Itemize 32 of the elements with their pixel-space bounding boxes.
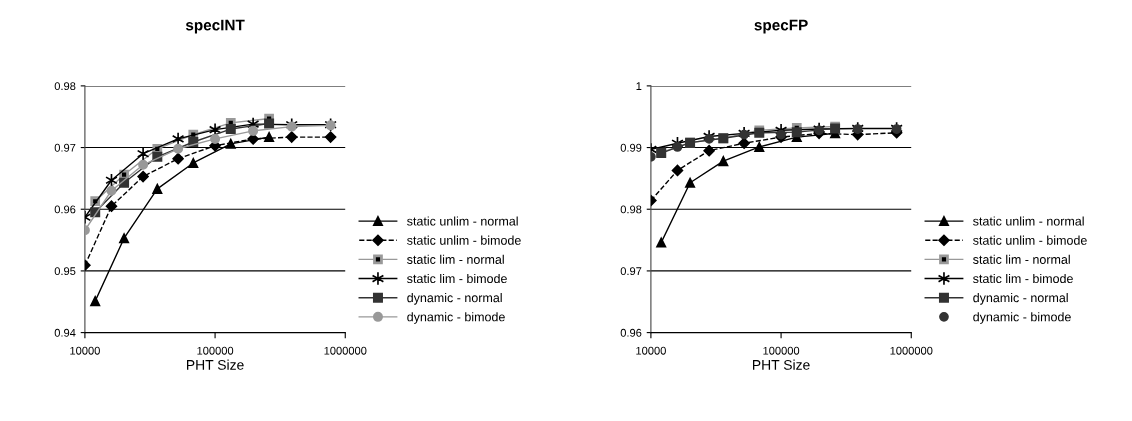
legend-label: dynamic - normal xyxy=(407,293,502,305)
legend-label: static unlim - bimode xyxy=(973,235,1087,245)
legend-label: static lim - normal xyxy=(973,254,1070,264)
y-tick-label: 0.97 xyxy=(54,143,76,152)
x-tick-label: 100000 xyxy=(763,346,800,355)
legend-label: dynamic - bimode xyxy=(973,312,1071,324)
y-tick-label: 0.96 xyxy=(54,205,76,214)
x-tick-label: 1000000 xyxy=(890,346,933,355)
legend-label: static unlim - bimode xyxy=(407,235,521,245)
x-tick-label: 10000 xyxy=(70,346,100,355)
y-tick-label: 1 xyxy=(636,82,642,90)
legend-label: static lim - normal xyxy=(407,254,504,264)
y-tick-label: 0.98 xyxy=(620,205,642,214)
chart-title: specINT xyxy=(185,19,245,34)
y-tick-label: 0.96 xyxy=(620,328,642,337)
x-tick-label: 1000000 xyxy=(324,346,367,355)
legend-label: static lim - bimode xyxy=(407,273,507,284)
y-tick-label: 0.98 xyxy=(54,82,76,91)
legend-label: dynamic - bimode xyxy=(407,312,505,324)
x-tick-label: 100000 xyxy=(197,346,234,355)
y-tick-label: 0.97 xyxy=(620,267,642,276)
x-axis-title: PHT Size xyxy=(187,359,244,370)
y-tick-label: 0.95 xyxy=(54,267,76,276)
legend-label: dynamic - normal xyxy=(973,293,1068,305)
legend-label: static unlim - normal xyxy=(973,216,1084,226)
x-axis-title: PHT Size xyxy=(753,359,810,370)
chart-title: specFP xyxy=(754,19,808,34)
legend-label: static lim - bimode xyxy=(973,273,1073,284)
x-tick-label: 10000 xyxy=(636,346,666,355)
y-tick-label: 0.94 xyxy=(54,328,76,337)
y-tick-label: 0.99 xyxy=(620,143,642,152)
legend-label: static unlim - normal xyxy=(407,216,518,226)
